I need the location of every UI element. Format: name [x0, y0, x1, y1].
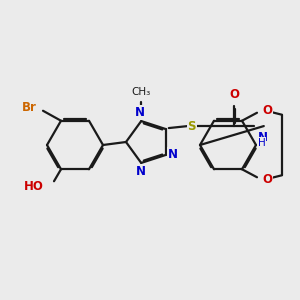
Text: O: O — [230, 88, 240, 101]
Text: CH₃: CH₃ — [132, 87, 151, 97]
Text: N: N — [136, 165, 146, 178]
Text: HO: HO — [24, 180, 44, 193]
Text: S: S — [188, 120, 196, 133]
Text: N: N — [135, 106, 145, 119]
Text: O: O — [262, 173, 272, 186]
Text: N: N — [258, 131, 268, 144]
Text: H: H — [258, 138, 266, 148]
Text: O: O — [262, 104, 272, 117]
Text: Br: Br — [22, 101, 37, 114]
Text: N: N — [168, 148, 178, 161]
